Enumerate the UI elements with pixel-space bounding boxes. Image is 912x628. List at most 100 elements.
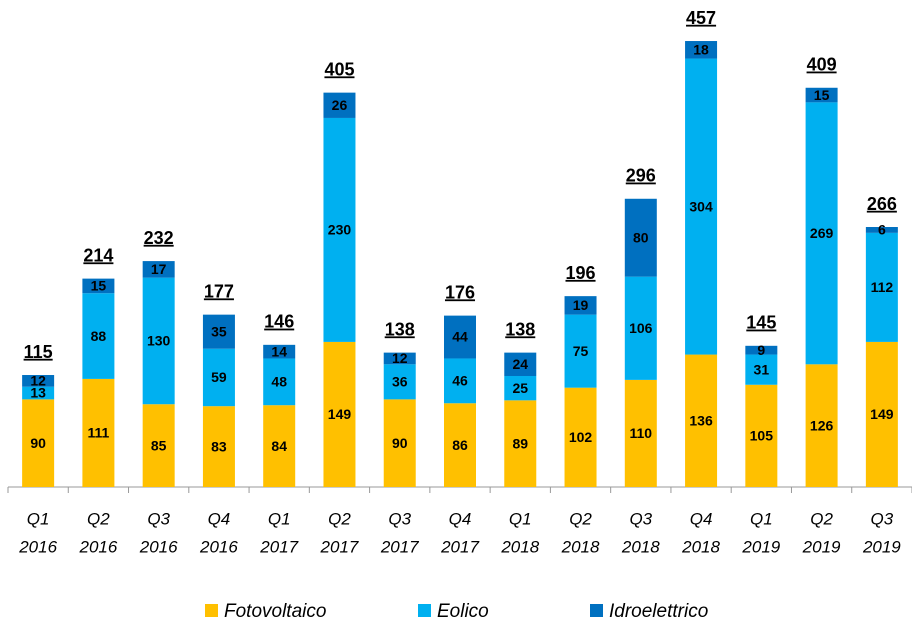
data-label: 149 [328,406,352,422]
x-tick-label: 2017 [320,537,359,556]
x-tick-label: Q4 [449,509,472,528]
bar-segment [805,364,838,487]
x-tick-label: Q2 [569,509,592,528]
total-label: 177 [204,281,234,301]
bar-segment [263,358,296,406]
bar-segment [745,345,778,355]
data-label: 26 [332,97,348,113]
data-label: 85 [151,437,167,453]
legend-swatch [590,604,603,617]
bar-segment [504,400,537,487]
bar-segment [22,386,55,400]
data-label: 6 [878,222,886,238]
total-label: 115 [24,342,53,362]
bar-segment [82,378,115,487]
bar-segment [263,344,296,359]
total-label: 405 [324,59,354,79]
data-label: 102 [569,429,593,445]
data-label: 269 [810,225,834,241]
data-label: 15 [814,87,830,103]
bar-segment [383,352,416,365]
bar-segment [685,41,718,59]
bar-segment [805,102,838,365]
data-label: 36 [392,374,408,390]
total-label: 457 [686,8,716,28]
bar-segment [323,117,356,342]
data-label: 46 [452,373,468,389]
bar-segment [444,315,476,359]
total-label: 146 [264,312,294,332]
x-tick-label: Q4 [690,509,713,528]
x-tick-label: Q1 [268,509,291,528]
total-label: 232 [144,228,174,248]
data-label: 12 [392,350,408,366]
legend-label: Idroelettrico [609,601,708,622]
data-label: 304 [689,198,713,214]
data-label: 83 [211,438,227,454]
total-label: 138 [385,319,415,339]
data-label: 90 [392,435,408,451]
bar-segment [564,314,597,388]
x-tick-label: Q4 [208,509,231,528]
bar-segment [383,364,416,400]
bar-segment [142,277,175,405]
x-tick-label: 2018 [500,537,539,556]
data-label: 9 [757,342,765,358]
bar-segment [202,406,235,487]
bar-segment [504,352,537,376]
x-tick-label: Q2 [810,509,833,528]
bar-segment [564,387,597,487]
bar-segment [82,278,115,294]
x-tick-label: Q1 [750,509,773,528]
bar-segment [323,92,356,118]
total-label: 296 [626,166,656,186]
data-label: 111 [87,425,109,441]
data-label: 130 [147,333,171,349]
x-tick-label: Q2 [328,509,351,528]
x-tick-label: 2016 [18,537,57,556]
x-tick-label: 2016 [199,537,238,556]
data-label: 12 [30,373,46,389]
x-tick-label: 2019 [802,537,841,556]
data-label: 14 [271,343,287,359]
data-label: 19 [573,297,589,313]
data-label: 59 [211,369,227,385]
data-label: 48 [271,374,287,390]
data-label: 88 [91,328,107,344]
x-tick-label: 2018 [681,537,720,556]
bar-segment [142,404,175,487]
x-tick-label: 2017 [259,537,298,556]
bar-segment [444,358,476,404]
data-label: 112 [871,279,894,295]
bar-segment [685,354,718,487]
data-label: 110 [630,425,653,441]
data-label: 89 [512,435,528,451]
bar-segment [865,232,898,342]
data-label: 106 [629,320,653,336]
total-label: 145 [746,313,776,333]
bar-segment [22,399,55,487]
data-label: 230 [328,222,352,238]
bar-segment [263,405,296,487]
data-label: 84 [271,438,287,454]
data-label: 15 [91,278,107,294]
x-tick-label: Q3 [147,509,170,528]
x-tick-label: 2018 [561,537,600,556]
bar-segment [202,314,235,349]
bar-segment [624,276,657,380]
total-label: 196 [566,263,596,283]
total-label: 409 [807,55,837,75]
x-tick-label: 2019 [862,537,901,556]
bar-segment [564,296,597,315]
x-tick-label: Q3 [629,509,652,528]
data-label: 24 [512,356,528,372]
data-label: 126 [810,417,834,433]
bar-segment [142,261,175,278]
bar-segment [865,341,898,487]
legend-label: Eolico [437,601,489,622]
bar-segment [624,379,657,487]
total-label: 266 [867,194,897,214]
bar-segment [323,341,356,487]
bar-segment [504,375,537,401]
